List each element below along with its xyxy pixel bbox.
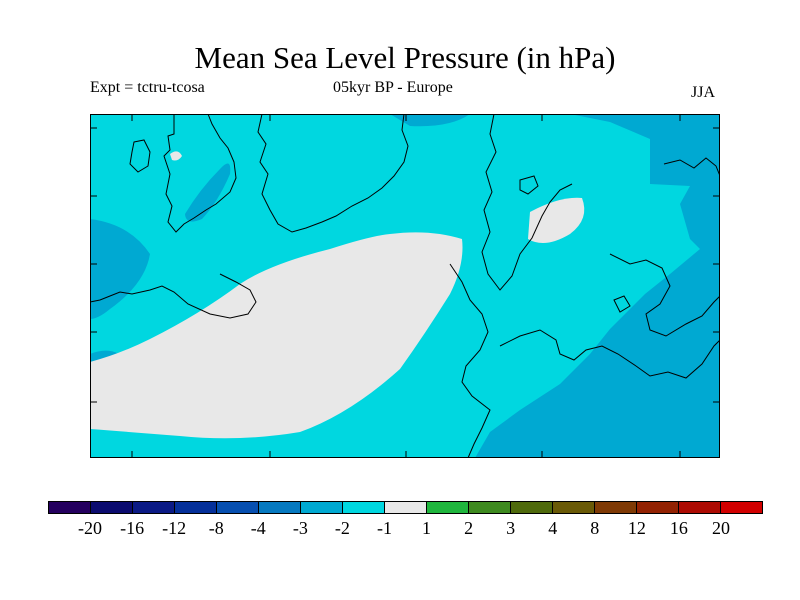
coastline-mediterranean-island [613, 295, 631, 313]
coastline-baltic-island [519, 175, 539, 195]
colorbar-swatch [133, 502, 175, 513]
plot-title: Mean Sea Level Pressure (in hPa) [194, 40, 616, 75]
coastline-finland [663, 157, 720, 177]
season-label: JJA [691, 84, 716, 101]
colorbar-swatch [679, 502, 721, 513]
period-label: 05kyr BP - Europe [333, 79, 453, 96]
colorbar-label: -20 [78, 518, 103, 538]
coastline-british-isles [163, 114, 237, 233]
colorbar-label: 2 [464, 518, 474, 538]
coastline-scandinavia-east [481, 114, 573, 291]
colorbar-swatch [259, 502, 301, 513]
contour-region-east-low [475, 114, 720, 458]
colorbar-label: -3 [292, 518, 308, 538]
coastline-europe-mainland [90, 273, 257, 319]
contour-region-west-low [90, 219, 150, 319]
colorbar-swatch [385, 502, 427, 513]
colorbar-swatch [91, 502, 133, 513]
colorbar-label: 1 [422, 518, 432, 538]
colorbar-label: -4 [250, 518, 266, 538]
coastline-scandinavia-west [257, 114, 409, 233]
coastline-iberia-france [449, 263, 491, 458]
colorbar-label: 8 [590, 518, 600, 538]
contour-region-north-top-low [390, 114, 470, 127]
colorbar-label: 4 [548, 518, 558, 538]
colorbar-swatch [301, 502, 343, 513]
colorbar-swatch [553, 502, 595, 513]
colorbar-swatch [343, 502, 385, 513]
colorbar-swatch [595, 502, 637, 513]
contour-region-northwest-low [185, 163, 231, 222]
colorbar-label: 3 [506, 518, 516, 538]
colorbar-swatch [511, 502, 553, 513]
colorbar-swatch [427, 502, 469, 513]
contour-region-baltic-neutral [528, 197, 585, 243]
map-panel [90, 114, 720, 458]
pressure-map [90, 114, 720, 458]
colorbar-label: -1 [376, 518, 392, 538]
colorbar-label: 20 [711, 518, 730, 538]
colorbar-label: -16 [120, 518, 145, 538]
colorbar-swatch [49, 502, 91, 513]
colorbar-label: -2 [334, 518, 350, 538]
axis-ticks [90, 114, 720, 458]
coastline-ireland [129, 139, 151, 173]
colorbar-swatch [217, 502, 259, 513]
coastline-east-inland [609, 253, 720, 337]
colorbar-swatch [721, 502, 762, 513]
colorbar-label: 12 [627, 518, 646, 538]
coastline-southeast [499, 329, 720, 379]
colorbar-label: 16 [669, 518, 688, 538]
map-frame [90, 114, 720, 458]
contour-region-central-neutral [90, 232, 463, 439]
colorbar-label: -12 [162, 518, 187, 538]
contour-region-northsea-neutral [170, 151, 182, 161]
colorbar [48, 501, 763, 514]
colorbar-swatch [175, 502, 217, 513]
colorbar-labels: -20 -16 -12 -8 -4 -3 -2 -1 1 2 3 4 8 12 16 20 [48, 517, 763, 541]
experiment-label: Expt = tctru-tcosa [90, 79, 205, 96]
colorbar-label: -8 [208, 518, 224, 538]
colorbar-swatch [469, 502, 511, 513]
coastlines [90, 114, 720, 458]
colorbar-swatch [637, 502, 679, 513]
